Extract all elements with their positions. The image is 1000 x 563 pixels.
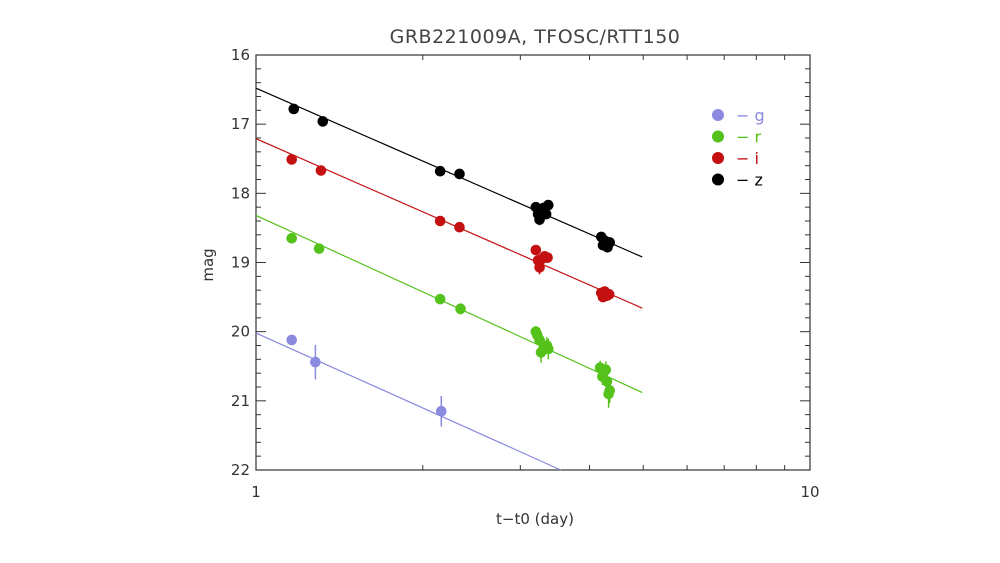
legend-label-r: − r: [736, 128, 761, 147]
y-tick-label: 18: [231, 184, 250, 202]
data-point-r: [604, 385, 616, 396]
y-tick-label: 20: [231, 323, 250, 341]
y-tick-label: 19: [231, 254, 250, 272]
fit-line-z: [255, 87, 643, 258]
data-point-i: [454, 221, 465, 233]
y-tick-label: 16: [231, 46, 250, 64]
data-point-i: [603, 289, 615, 300]
data-points: [286, 103, 616, 417]
data-point-z: [317, 116, 329, 127]
plot-frame: [255, 54, 811, 471]
legend-label-i: − i: [736, 149, 759, 168]
data-point-z: [543, 199, 554, 211]
data-point-z: [540, 208, 552, 220]
legend-label-z: − z: [736, 171, 763, 190]
chart-title: GRB221009A, TFOSC/RTT150: [390, 26, 681, 48]
data-point-g: [310, 356, 321, 368]
x-tick-label: 10: [800, 483, 819, 501]
error-bars: [290, 106, 611, 427]
fit-line-i: [255, 138, 643, 309]
fit-lines: [255, 87, 643, 471]
data-point-z: [288, 103, 300, 115]
y-axis-label: mag: [199, 248, 217, 281]
data-point-r: [600, 364, 612, 376]
y-tick-label: 17: [231, 115, 250, 133]
data-point-z: [434, 165, 446, 177]
data-point-g: [286, 334, 298, 346]
data-point-i: [542, 252, 553, 263]
data-point-z: [604, 237, 616, 248]
data-point-i: [286, 154, 298, 165]
y-tick-label: 22: [231, 461, 250, 479]
data-point-r: [286, 232, 298, 244]
legend-marker-i: [712, 152, 724, 164]
legend: − g − r − i − z: [712, 106, 765, 190]
legend-label-g: − g: [736, 106, 765, 125]
fit-line-g: [255, 332, 562, 471]
legend-marker-g: [712, 109, 724, 121]
data-point-i: [534, 262, 545, 273]
axis-tick-labels: 1 10 16 17 18 19 20 21 22: [231, 46, 820, 501]
data-point-r: [543, 343, 554, 355]
y-tick-label: 21: [231, 392, 250, 410]
data-point-i: [434, 215, 446, 227]
data-point-i: [530, 244, 542, 256]
axis-ticks: [255, 54, 811, 471]
data-point-z: [454, 168, 465, 180]
data-point-r: [434, 293, 446, 305]
data-point-r: [313, 243, 325, 254]
data-point-g: [435, 405, 447, 417]
legend-marker-z: [712, 173, 724, 186]
data-point-i: [315, 165, 327, 176]
data-point-r: [455, 303, 466, 315]
x-tick-label: 1: [251, 483, 261, 501]
legend-marker-r: [712, 130, 724, 143]
data-point-r: [601, 376, 613, 387]
x-axis-label: t−t0 (day): [496, 510, 574, 528]
